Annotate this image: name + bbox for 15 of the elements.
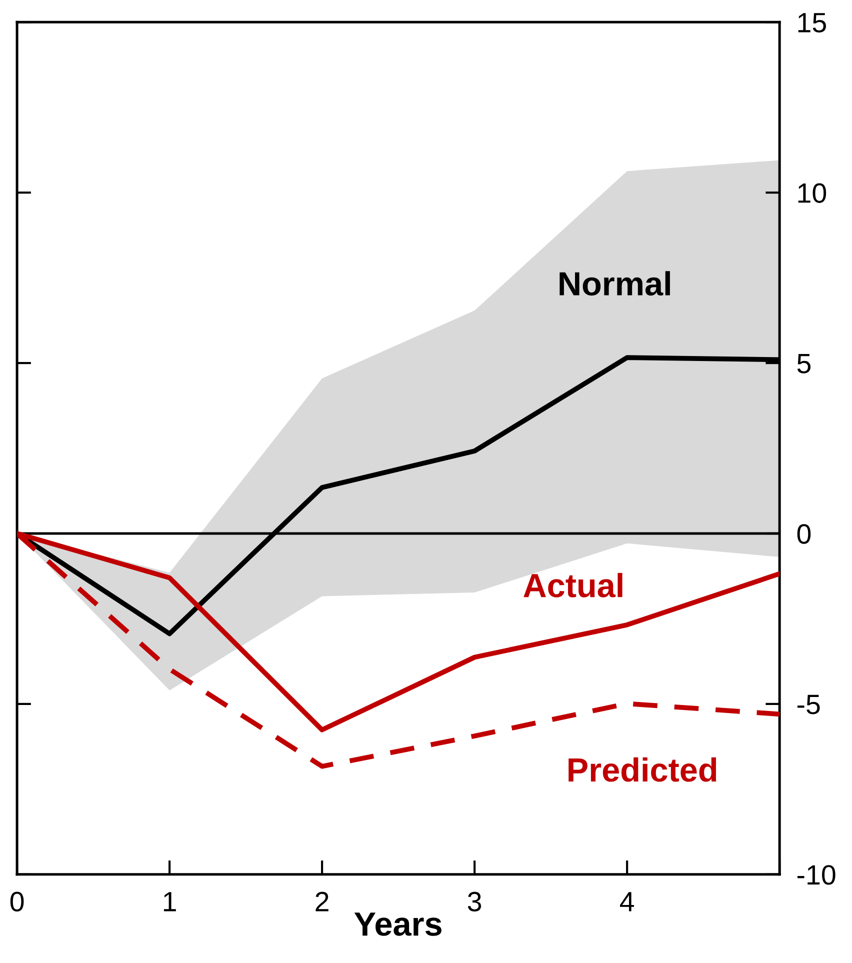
- series-label: Normal: [560, 271, 670, 296]
- x-tick-label: 3: [468, 892, 482, 912]
- series-label: Predicted: [568, 757, 716, 782]
- x-tick-label: 1: [164, 892, 176, 912]
- y-tick-label: 15: [798, 13, 826, 32]
- x-tick-label: 0: [10, 892, 24, 912]
- x-tick-label: 4: [620, 892, 634, 912]
- series-label: Actual: [524, 572, 622, 598]
- x-tick-label: 2: [316, 892, 328, 912]
- y-tick-label: 10: [798, 183, 826, 203]
- y-tick-label: -10: [797, 865, 836, 885]
- y-tick-label: 0: [797, 524, 811, 544]
- x-axis-title: Years: [354, 912, 442, 936]
- y-tick-label: -5: [797, 694, 820, 714]
- y-tick-label: 5: [797, 354, 811, 374]
